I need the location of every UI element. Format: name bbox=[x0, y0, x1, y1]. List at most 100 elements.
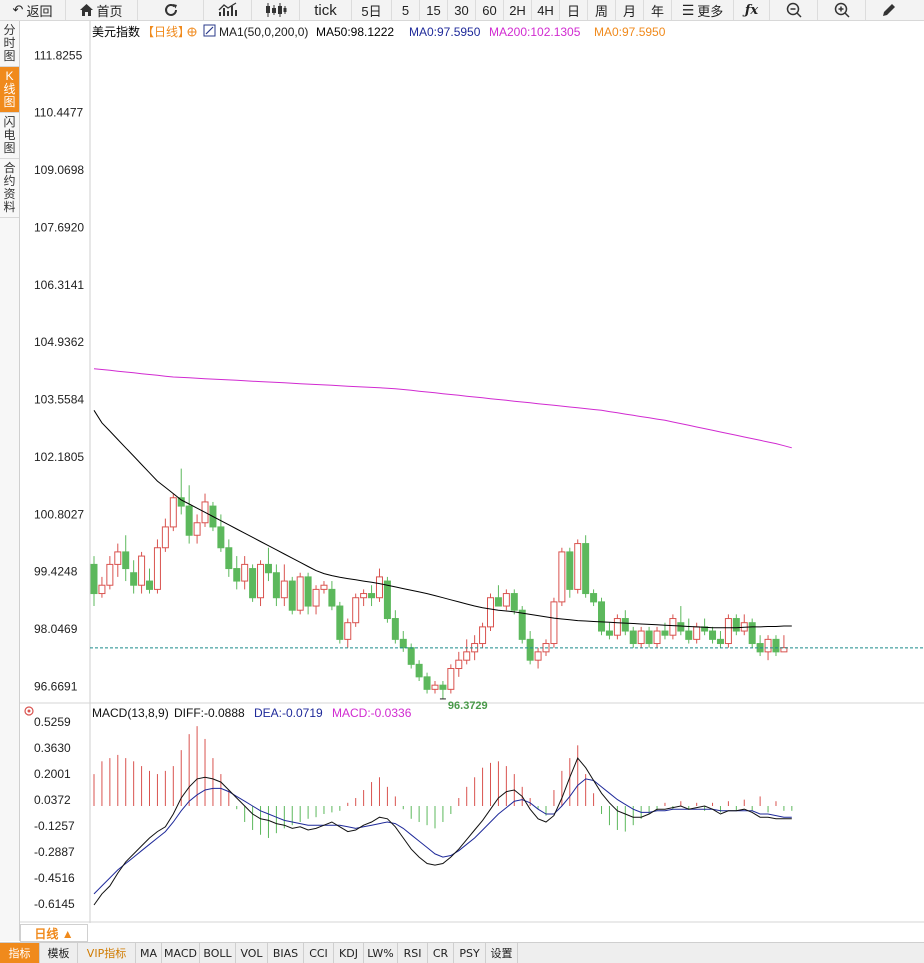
candle-body bbox=[233, 568, 241, 582]
legend-ma200: MA200:102.1305 bbox=[489, 25, 581, 39]
candle-body bbox=[613, 618, 621, 636]
candle-body bbox=[320, 584, 328, 590]
zoom-in-button[interactable] bbox=[818, 0, 866, 20]
tab-vol[interactable]: VOL bbox=[236, 943, 268, 963]
period-5d[interactable]: 5日 bbox=[352, 0, 392, 20]
macd-tick-label: -0.4516 bbox=[34, 871, 75, 885]
candle-body bbox=[217, 526, 225, 549]
side-tab-timeshare[interactable]: 分时图 bbox=[0, 21, 19, 67]
tab-settings[interactable]: 设置 bbox=[486, 943, 518, 963]
candle-body bbox=[130, 572, 138, 586]
tab-rsi[interactable]: RSI bbox=[398, 943, 428, 963]
more-button[interactable]: ☰ 更多 bbox=[672, 0, 734, 20]
candle-body bbox=[780, 647, 788, 653]
side-tabs: 分时图 K线图 闪电图 合约资料 bbox=[0, 21, 20, 941]
home-button[interactable]: 首页 bbox=[66, 0, 138, 20]
period-4h[interactable]: 4H bbox=[532, 0, 560, 20]
price-tick-label: 110.4477 bbox=[34, 106, 83, 120]
period-60m[interactable]: 60 bbox=[476, 0, 504, 20]
candle-body bbox=[368, 593, 376, 599]
candle-body bbox=[693, 626, 701, 640]
more-label: 更多 bbox=[697, 3, 724, 19]
candle-body bbox=[312, 588, 320, 607]
legend-ma50: MA50:98.1222 bbox=[316, 25, 394, 39]
macd-tick-label: 0.3630 bbox=[34, 741, 71, 755]
candle-body bbox=[518, 609, 526, 640]
tab-psy[interactable]: PSY bbox=[454, 943, 486, 963]
candle-body bbox=[336, 605, 344, 640]
period-week[interactable]: 周 bbox=[588, 0, 616, 20]
candle-body bbox=[685, 630, 693, 640]
formula-fx-icon[interactable]: ƒx bbox=[734, 0, 770, 20]
home-label: 首页 bbox=[96, 3, 123, 19]
macd-legend-diff: DIFF:-0.0888 bbox=[174, 706, 245, 720]
candle-body bbox=[455, 659, 463, 670]
candle-body bbox=[288, 580, 296, 611]
side-tab-contract-info[interactable]: 合约资料 bbox=[0, 159, 19, 218]
candle-body bbox=[423, 676, 431, 690]
period-15m[interactable]: 15 bbox=[420, 0, 448, 20]
macd-tick-label: 0.5259 bbox=[34, 715, 71, 729]
tab-cci[interactable]: CCI bbox=[304, 943, 334, 963]
legend-edit-icon[interactable] bbox=[203, 24, 216, 37]
candle-body bbox=[304, 576, 312, 607]
tab-cr[interactable]: CR bbox=[428, 943, 454, 963]
candle-body bbox=[360, 593, 368, 599]
candlestick-button[interactable] bbox=[252, 0, 300, 20]
candle-body bbox=[90, 563, 98, 595]
tab-ma[interactable]: MA bbox=[136, 943, 162, 963]
dea-line bbox=[93, 778, 792, 895]
period-5m[interactable]: 5 bbox=[392, 0, 420, 20]
tab-indicators[interactable]: 指标 bbox=[0, 943, 40, 963]
tab-macd[interactable]: MACD bbox=[162, 943, 200, 963]
back-arrow-icon: ↶ bbox=[12, 2, 24, 17]
candle-body bbox=[399, 638, 407, 649]
candle-body bbox=[748, 622, 756, 645]
draw-button[interactable] bbox=[866, 0, 912, 20]
period-selector-button[interactable]: 日线 ▲ bbox=[20, 924, 88, 942]
tab-lw[interactable]: LW% bbox=[364, 943, 398, 963]
refresh-button[interactable] bbox=[138, 0, 204, 20]
candle-body bbox=[487, 597, 494, 628]
zoom-in-icon bbox=[834, 2, 850, 18]
period-month[interactable]: 月 bbox=[616, 0, 644, 20]
candle-body bbox=[772, 638, 780, 653]
tab-kdj[interactable]: KDJ bbox=[334, 943, 364, 963]
macd-tick-label: 0.0372 bbox=[34, 793, 71, 807]
candle-body bbox=[605, 630, 613, 636]
line-chart-icon bbox=[218, 2, 238, 18]
candle-body bbox=[709, 630, 717, 640]
period-day[interactable]: 日 bbox=[560, 0, 588, 20]
home-icon bbox=[80, 4, 94, 16]
zoom-out-button[interactable] bbox=[770, 0, 818, 20]
period-2h[interactable]: 2H bbox=[504, 0, 532, 20]
side-tab-kline[interactable]: K线图 bbox=[0, 67, 19, 113]
price-tick-label: 111.8255 bbox=[34, 48, 83, 62]
tab-boll[interactable]: BOLL bbox=[200, 943, 236, 963]
side-tab-flash[interactable]: 闪电图 bbox=[0, 113, 19, 159]
candle-body bbox=[272, 572, 280, 599]
ma50-line bbox=[93, 410, 792, 629]
period-year[interactable]: 年 bbox=[644, 0, 672, 20]
tab-bias[interactable]: BIAS bbox=[268, 943, 304, 963]
tick-button[interactable]: tick bbox=[300, 0, 352, 20]
candle-body bbox=[590, 593, 598, 603]
pencil-icon bbox=[881, 2, 897, 18]
candle-body bbox=[328, 588, 336, 607]
macd-settings-icon[interactable] bbox=[24, 706, 34, 716]
tab-templates[interactable]: 模板 bbox=[40, 943, 78, 963]
period-30m[interactable]: 30 bbox=[448, 0, 476, 20]
chart-type-button[interactable] bbox=[204, 0, 252, 20]
legend-ma0-second: MA0:97.5950 bbox=[594, 25, 666, 39]
candle-body bbox=[764, 638, 772, 653]
price-tick-label: 102.1805 bbox=[34, 450, 84, 464]
candle-body bbox=[415, 663, 423, 678]
tab-vip-indicators[interactable]: VIP指标 bbox=[78, 943, 136, 963]
back-button[interactable]: ↶ 返回 bbox=[0, 0, 66, 20]
legend-settings-icon[interactable] bbox=[187, 27, 197, 37]
price-tick-label: 103.5584 bbox=[34, 393, 84, 407]
price-tick-label: 107.6920 bbox=[34, 220, 84, 234]
candle-body bbox=[407, 647, 415, 665]
candle-body bbox=[479, 626, 487, 645]
kline-chart[interactable]: 111.8255 110.4477 109.0698 107.6920 106.3141… bbox=[20, 21, 924, 923]
